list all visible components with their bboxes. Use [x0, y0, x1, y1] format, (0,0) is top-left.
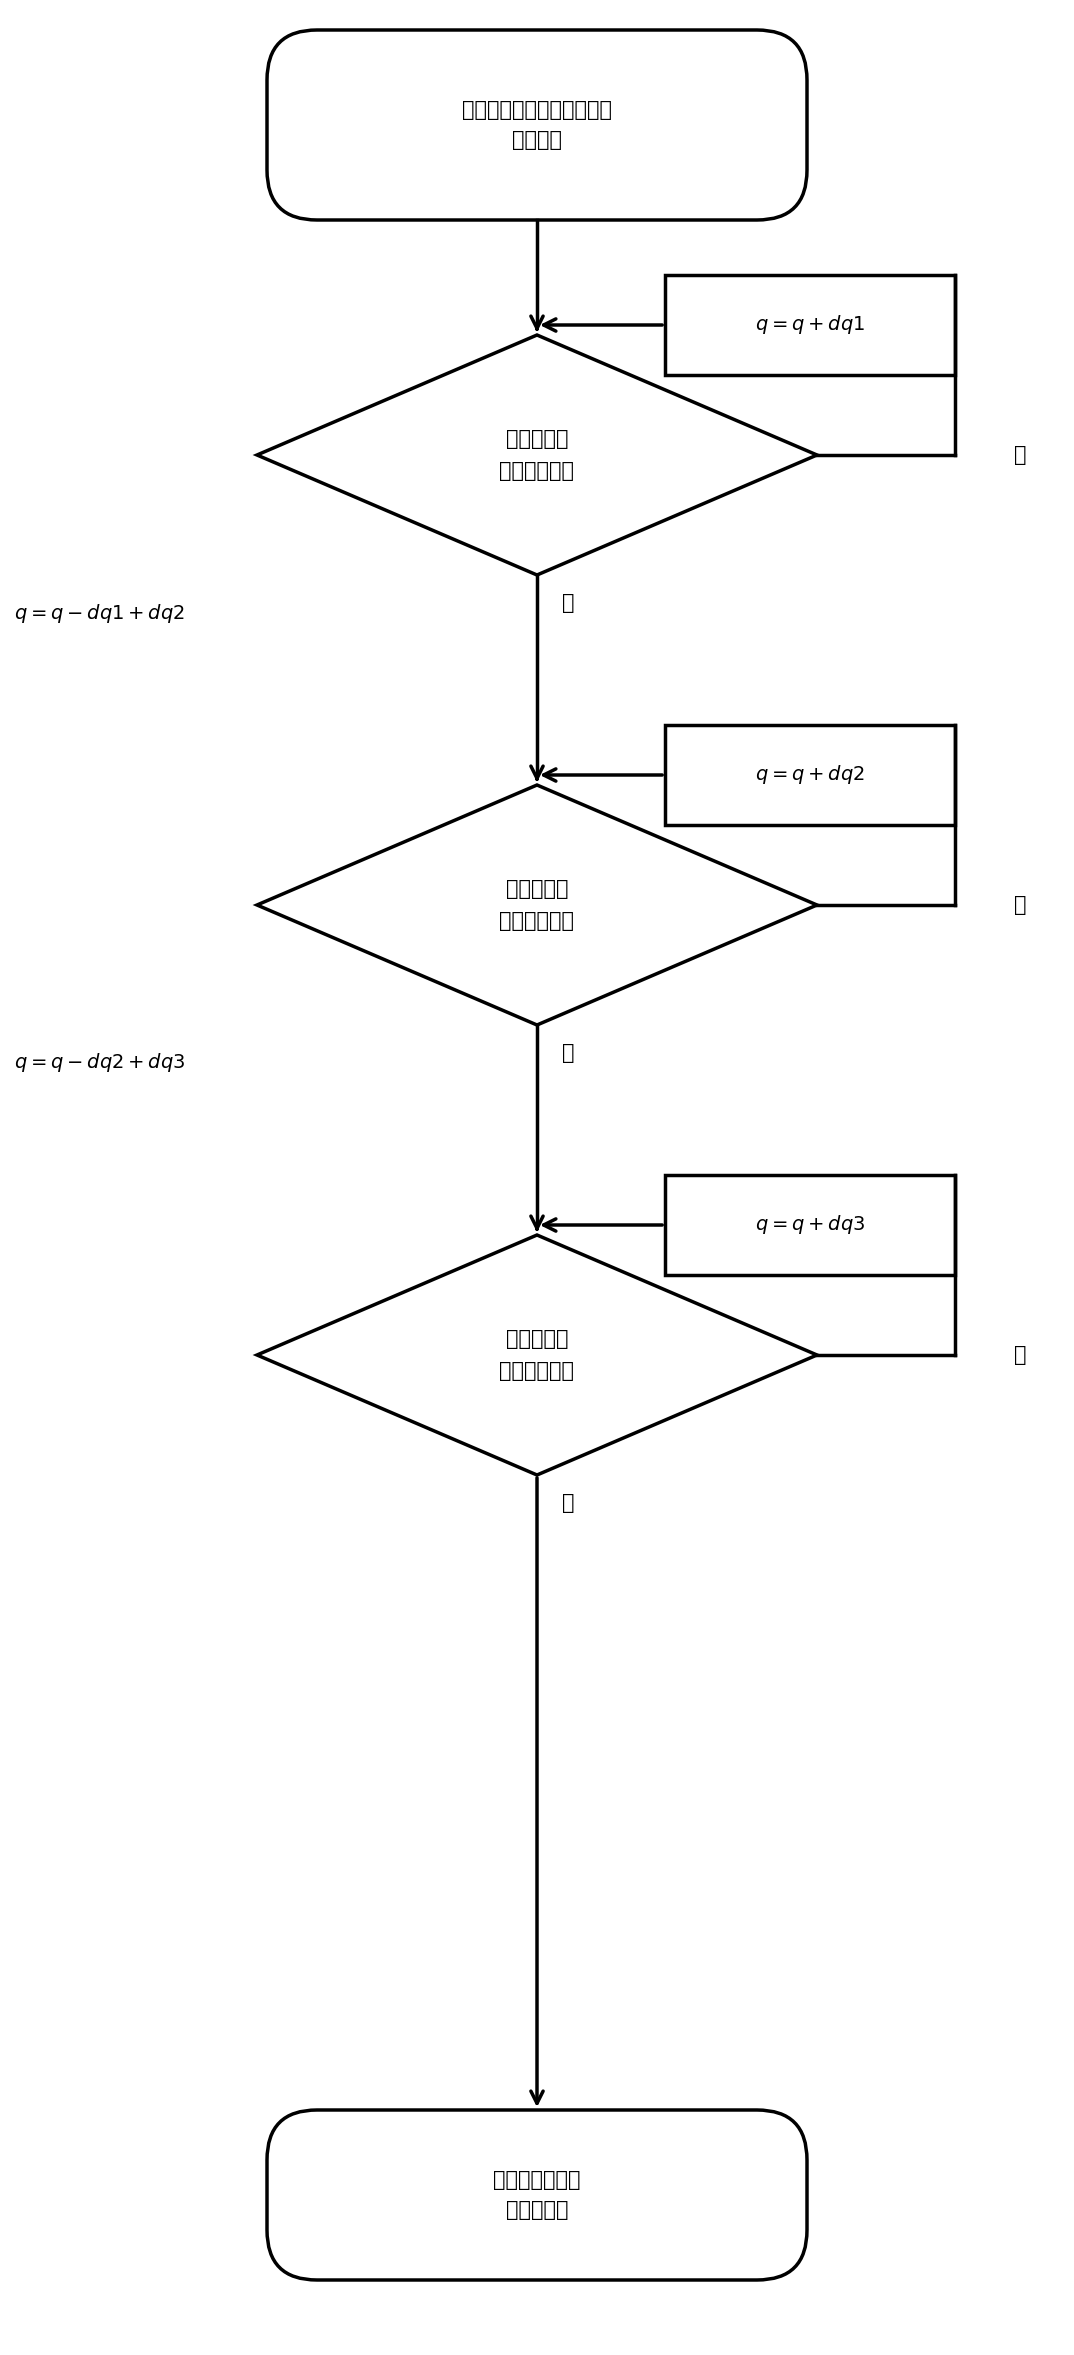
Text: $q=q-dq1+dq2$: $q=q-dq1+dq2$: [14, 601, 185, 624]
Text: 是: 是: [562, 593, 575, 612]
Text: 否: 否: [1014, 445, 1027, 464]
Text: 是: 是: [562, 1043, 575, 1062]
Text: 微扰后流量
脉动曲线发散: 微扰后流量 脉动曲线发散: [499, 429, 575, 480]
Text: 微扰后流量
脉动曲线发散: 微扰后流量 脉动曲线发散: [499, 1331, 575, 1380]
Bar: [665, 276, 955, 374]
Text: 输出密度波脉动
起始点功率: 输出密度波脉动 起始点功率: [493, 2171, 581, 2221]
Text: 设置初始热工水力参数以及
加热功率: 设置初始热工水力参数以及 加热功率: [462, 101, 612, 151]
Text: $q=q+dq1$: $q=q+dq1$: [755, 313, 865, 337]
Polygon shape: [257, 1234, 817, 1474]
FancyBboxPatch shape: [267, 2110, 807, 2280]
Bar: [665, 725, 955, 824]
Text: 微扰后流量
脉动曲线发散: 微扰后流量 脉动曲线发散: [499, 878, 575, 930]
Polygon shape: [257, 334, 817, 575]
Text: 否: 否: [1014, 1345, 1027, 1366]
Bar: [665, 1175, 955, 1274]
Text: $q=q+dq2$: $q=q+dq2$: [755, 763, 865, 787]
Text: 否: 否: [1014, 895, 1027, 916]
Text: $q=q+dq3$: $q=q+dq3$: [755, 1213, 866, 1236]
FancyBboxPatch shape: [267, 31, 807, 219]
Text: 是: 是: [562, 1493, 575, 1512]
Polygon shape: [257, 784, 817, 1024]
Text: $q=q-dq2+dq3$: $q=q-dq2+dq3$: [14, 1050, 185, 1074]
